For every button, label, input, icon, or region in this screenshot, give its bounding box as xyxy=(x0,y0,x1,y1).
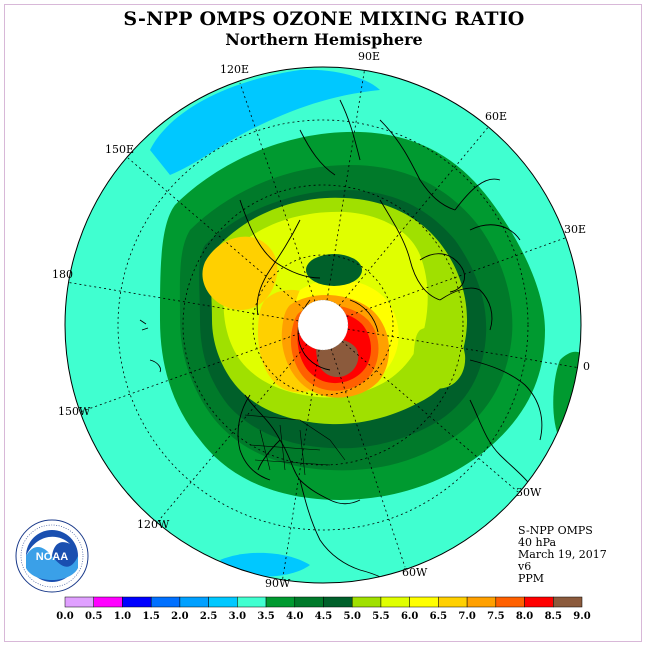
field-darkgreen-patch xyxy=(306,254,362,286)
lon-label-90e: 90E xyxy=(358,50,380,63)
info-level: 40 hPa xyxy=(518,536,557,549)
info-block: S-NPP OMPS 40 hPa March 19, 2017 v6 PPM xyxy=(518,525,607,585)
lon-label-180: 180 xyxy=(52,268,73,281)
lon-label-30e: 30E xyxy=(564,223,586,236)
info-date: March 19, 2017 xyxy=(518,548,607,561)
info-instrument: S-NPP OMPS xyxy=(518,524,593,537)
map-subtitle: Northern Hemisphere xyxy=(225,30,423,49)
lon-label-60e: 60E xyxy=(485,110,507,123)
map-title: S-NPP OMPS OZONE MIXING RATIO xyxy=(123,8,525,30)
info-units: PPM xyxy=(518,572,545,585)
lon-label-150e: 150E xyxy=(105,143,134,156)
noaa-logo-text: NOAA xyxy=(36,551,68,563)
map-boundary xyxy=(64,66,582,584)
field-lime-east xyxy=(413,326,466,389)
lon-label-30w: 30W xyxy=(516,486,542,499)
pole-no-data xyxy=(298,300,348,350)
info-version: v6 xyxy=(518,560,532,573)
lon-label-120e: 120E xyxy=(220,63,249,76)
noaa-logo: NOAA xyxy=(15,519,89,593)
lon-label-0: 0 xyxy=(583,360,590,373)
lon-label-120w: 120W xyxy=(137,518,170,531)
graticule xyxy=(65,67,581,583)
field-gold-6-5 xyxy=(202,236,278,310)
field-lightblue-patch xyxy=(150,69,380,175)
lon-label-90w: 90W xyxy=(265,577,291,590)
longitude-labels: 90E 60E 30E 0 30W 60W 90W 120W 150W 180 … xyxy=(52,50,590,590)
us-borders xyxy=(244,414,346,476)
lon-label-150w: 150W xyxy=(58,405,91,418)
lon-label-60w: 60W xyxy=(402,566,428,579)
